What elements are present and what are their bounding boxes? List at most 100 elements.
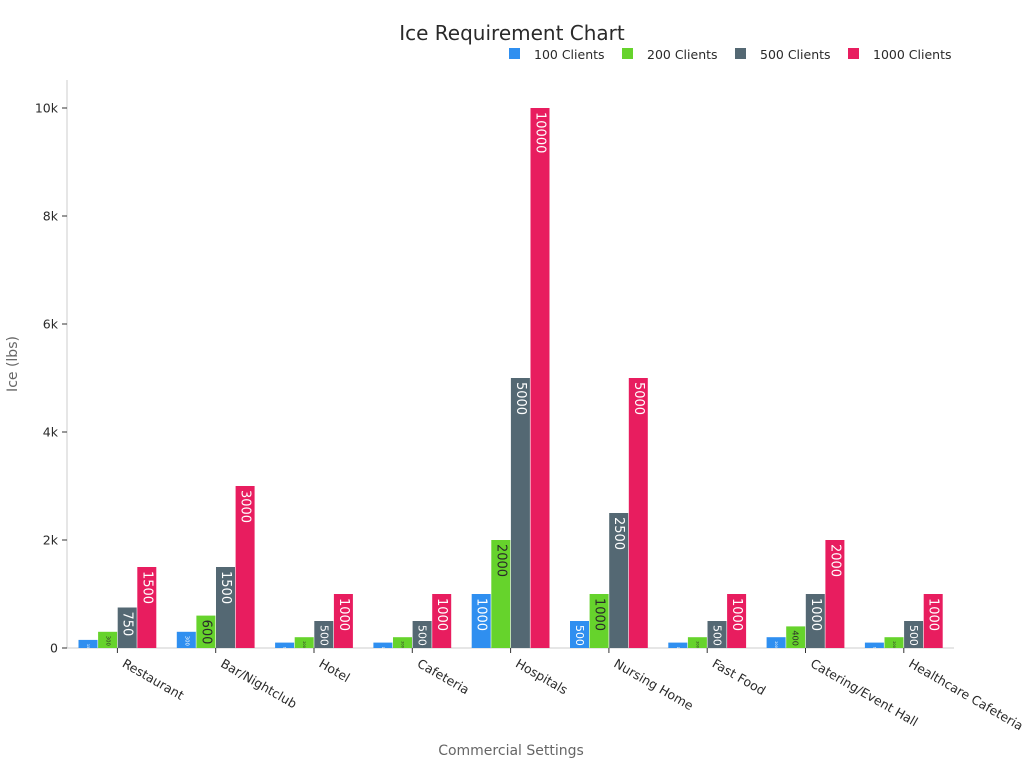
bar-data-label: 100 [381,647,385,654]
bar [78,639,98,648]
bar [589,594,609,648]
bar-group: 1000 2000 5000 10000 [471,108,550,648]
bar [904,621,924,648]
legend-item: 100 Clients [509,47,605,62]
bar-data-label: 2000 [827,544,842,577]
y-tick-label: 0 [50,641,58,656]
bar [294,637,314,648]
y-tick-label: 10k [35,101,59,116]
x-axis-ticks: Restaurant Bar/Nightclub Hotel Cafeteria Hos… [116,648,1024,734]
x-tick-label: Hotel [317,656,353,686]
x-tick-label: Catering/Event Hall [808,656,921,730]
bar-data-label: 200 [401,641,405,648]
bar [668,642,688,648]
bar [235,486,255,648]
legend: 100 Clients 200 Clients 500 Clients 1000 Cl… [509,47,952,62]
bar-data-label: 2500 [611,517,626,550]
bar [275,642,295,648]
bar-data-label: 5000 [513,382,528,415]
legend-item: 500 Clients [735,47,831,62]
bar-data-label: 2000 [493,544,508,577]
bar-data-label: 500 [573,625,586,646]
legend-swatch [735,48,746,59]
bar-data-label: 200 [892,641,896,648]
bar-group: 100 200 500 1000 [668,594,747,654]
bar-data-label: 1000 [434,598,449,631]
bar-data-label: 10000 [533,112,548,153]
bar-group: 300 600 1500 3000 [176,486,255,648]
bars: 150 300 750 1500 300 600 1500 3000 100 200 500 1000… [78,108,943,654]
y-axis-title: Ice (lbs) [5,336,21,392]
y-tick-label: 6k [43,317,59,332]
bar [609,513,629,648]
bar [628,378,648,648]
bar-data-label: 500 [317,625,330,646]
bar [491,540,511,648]
bar [687,637,707,648]
x-tick-label: Fast Food [710,656,769,699]
y-tick-label: 2k [43,533,59,548]
bar-data-label: 500 [711,625,724,646]
bar-group: 100 200 500 1000 [275,594,353,653]
bar [471,594,491,648]
bar [805,594,825,648]
bar [216,567,235,648]
bar-data-label: 1000 [729,598,744,631]
bar-group: 200 400 1000 2000 [766,540,845,648]
bar [786,626,806,648]
bar-data-label: 600 [198,620,213,645]
bar-data-label: 300 [183,636,189,647]
bar-data-label: 300 [105,636,111,647]
legend-label: 1000 Clients [873,47,952,62]
bar-data-label: 200 [695,641,699,648]
bar [412,621,432,648]
bar-data-label: 5000 [631,382,646,415]
bar [432,594,452,648]
legend-label: 500 Clients [760,47,831,62]
bar [196,615,216,648]
bar-data-label: 3000 [238,490,253,523]
bar [864,642,884,648]
bar [314,621,334,648]
bar-data-label: 1000 [336,598,351,631]
bar [176,631,196,648]
bar [393,637,412,648]
x-tick-label: Healthcare Cafeteria [906,656,1024,734]
bar [707,621,727,648]
legend-label: 100 Clients [534,47,605,62]
bar-data-label: 750 [120,612,135,637]
bar [137,567,157,648]
bar-data-label: 1000 [808,598,823,631]
legend-swatch [509,48,520,59]
bar-group: 150 300 750 1500 [78,567,157,651]
bar-data-label: 200 [774,641,778,648]
y-tick-label: 8k [43,209,59,224]
x-axis-title: Commercial Settings [438,743,584,759]
bar-data-label: 500 [416,625,429,646]
y-axis-ticks: 0 2k 4k 6k 8k 10k [35,101,67,656]
legend-item: 1000 Clients [848,47,952,62]
bar-data-label: 100 [676,647,680,654]
legend-label: 200 Clients [647,47,718,62]
x-tick-label: Nursing Home [611,656,696,714]
bar [766,637,786,648]
bar-data-label: 1000 [592,598,607,631]
legend-swatch [848,48,859,59]
bar-group: 500 1000 2500 5000 [570,378,648,648]
bar [923,594,943,648]
x-tick-label: Bar/Nightclub [218,656,299,712]
bar [510,378,530,648]
bar-data-label: 400 [791,630,801,646]
bar-data-label: 100 [283,647,287,654]
bar-group: 100 200 500 1000 [373,594,452,654]
bar [884,637,904,648]
bar-data-label: 1000 [926,598,941,631]
bar [570,621,589,648]
bar-data-label: 200 [302,641,306,648]
x-tick-label: Restaurant [120,656,187,703]
legend-item: 200 Clients [622,47,718,62]
bar-group: 100 200 500 1000 [864,594,943,653]
y-tick-label: 4k [43,425,59,440]
x-tick-label: Hospitals [513,656,570,698]
